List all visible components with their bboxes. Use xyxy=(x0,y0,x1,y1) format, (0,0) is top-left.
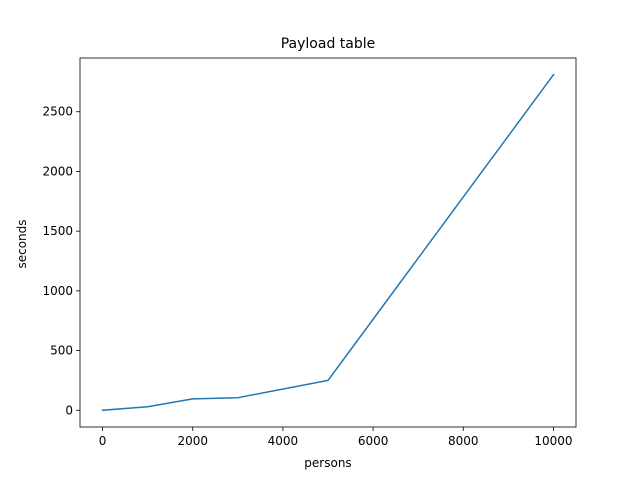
y-tick-label: 1000 xyxy=(42,284,73,298)
chart-title: Payload table xyxy=(281,36,376,52)
y-tick-label: 1500 xyxy=(42,224,73,238)
y-tick-label: 500 xyxy=(50,344,73,358)
x-tick-label: 8000 xyxy=(448,434,479,448)
plot-frame xyxy=(79,57,577,428)
x-axis: 0 2000 4000 6000 8000 10000 xyxy=(99,427,573,448)
y-axis-label: seconds xyxy=(15,219,29,268)
y-tick-label: 2500 xyxy=(42,105,73,119)
plot-area xyxy=(79,57,577,428)
x-tick-label: 2000 xyxy=(177,434,208,448)
x-tick-label: 4000 xyxy=(268,434,299,448)
x-tick-label: 6000 xyxy=(358,434,389,448)
x-tick-label: 10000 xyxy=(534,434,572,448)
y-axis: 0 500 1000 1500 2000 2500 xyxy=(42,105,80,417)
x-tick-label: 0 xyxy=(99,434,107,448)
series-line-0 xyxy=(101,73,555,412)
x-axis-label: persons xyxy=(304,456,351,470)
y-tick-label: 0 xyxy=(65,403,73,417)
y-tick-label: 2000 xyxy=(42,164,73,178)
